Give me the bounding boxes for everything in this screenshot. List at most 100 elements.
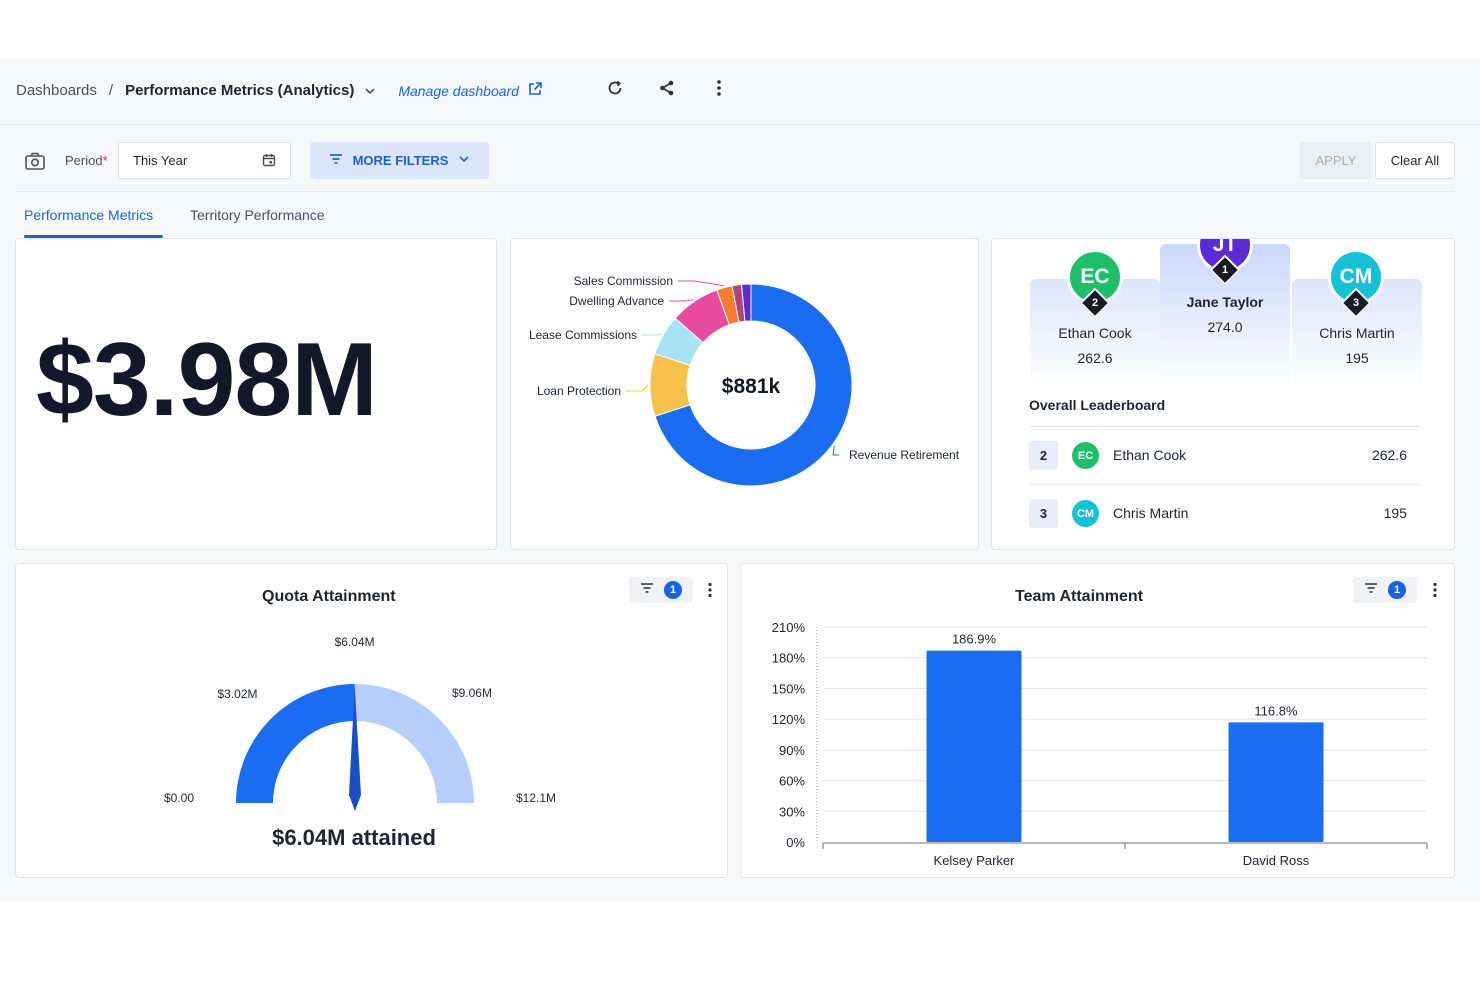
chevron-down-icon[interactable] xyxy=(364,85,376,97)
filter-count-badge: 1 xyxy=(664,581,682,599)
period-value: This Year xyxy=(133,153,188,168)
list-item[interactable]: 3 CM Chris Martin 195 xyxy=(1029,484,1421,542)
more-vertical-icon[interactable] xyxy=(704,578,716,602)
leaderboard-title: Overall Leaderboard xyxy=(1029,397,1166,413)
kpi-card: $3.98M xyxy=(15,238,497,550)
period-label-text: Period xyxy=(65,153,103,168)
podium-score: 274.0 xyxy=(1207,319,1243,335)
card-filter-button[interactable]: 1 xyxy=(1353,577,1417,603)
tab-territory-performance[interactable]: Territory Performance xyxy=(190,207,325,223)
y-tick-label: 0% xyxy=(786,835,805,850)
y-tick-label: 210% xyxy=(772,620,806,635)
bar-value-label: 186.9% xyxy=(952,632,997,647)
filter-icon xyxy=(1364,581,1378,599)
period-select[interactable]: This Year xyxy=(118,142,291,179)
gauge-filled-arc xyxy=(236,684,355,803)
rank-badge: 2 xyxy=(1029,441,1058,470)
bar-value-label: 116.8% xyxy=(1254,703,1298,718)
tab-performance-metrics[interactable]: Performance Metrics xyxy=(24,207,154,223)
rank-number: 2 xyxy=(1091,297,1099,309)
gauge-needle xyxy=(349,686,361,811)
leader-score: 262.6 xyxy=(1371,447,1407,463)
donut-center-label: $881k xyxy=(722,375,781,398)
rank-number: 1 xyxy=(1221,264,1229,276)
refresh-icon[interactable] xyxy=(604,77,626,99)
avatar: CM xyxy=(1328,249,1384,305)
y-tick-label: 120% xyxy=(772,712,806,727)
donut-slice-label: Loan Protection xyxy=(537,384,621,398)
leader-score: 195 xyxy=(1383,505,1407,521)
breadcrumb-dashboards[interactable]: Dashboards xyxy=(16,82,97,99)
team-attainment-card: Team Attainment 1 0% 30% 60% 90% 120% 150% 180… xyxy=(740,563,1455,878)
breadcrumb-separator: / xyxy=(108,82,114,99)
y-tick-label: 30% xyxy=(779,804,805,819)
manage-dashboard-label: Manage dashboard xyxy=(398,82,519,99)
x-tick-label: David Ross xyxy=(1243,853,1310,868)
gauge-tick-label: $3.02M xyxy=(217,687,257,701)
more-vertical-icon[interactable] xyxy=(708,77,730,99)
podium-name: Ethan Cook xyxy=(1058,325,1132,341)
snapshot-camera-icon[interactable] xyxy=(24,151,46,176)
donut-slice-label: Dwelling Advance xyxy=(569,294,664,308)
gauge-caption: $6.04M attained xyxy=(272,825,436,850)
team-bar-chart: 0% 30% 60% 90% 120% 150% 180% 210% 186.9% Kelsey … xyxy=(772,620,1428,868)
donut-slice[interactable] xyxy=(740,283,752,322)
more-vertical-icon[interactable] xyxy=(1429,578,1441,602)
donut-leader-line xyxy=(678,280,724,287)
y-tick-label: 90% xyxy=(779,743,805,758)
podium-name: Chris Martin xyxy=(1319,325,1395,341)
donut-leader-line xyxy=(832,445,839,456)
donut-leader-line xyxy=(626,384,649,392)
manage-dashboard-link[interactable]: Manage dashboard xyxy=(398,81,543,100)
gauge-tick-label: $9.06M xyxy=(452,686,492,700)
card-title: Team Attainment xyxy=(1015,588,1144,605)
filter-count-badge: 1 xyxy=(1388,581,1406,599)
gauge-tick-label: $0.00 xyxy=(164,791,194,805)
share-icon[interactable] xyxy=(656,77,678,99)
chevron-down-icon xyxy=(458,153,470,168)
leaderboard-card: EC 2 Ethan Cook 262.6 JT 1 Jane Taylor 2… xyxy=(991,238,1455,550)
more-filters-label: MORE FILTERS xyxy=(352,153,449,168)
dashboard-app: Dashboards / Performance Metrics (Analyt… xyxy=(0,57,1480,902)
calendar-icon xyxy=(262,153,276,170)
x-tick-label: Kelsey Parker xyxy=(934,853,1016,868)
donut-slice-label: Lease Commissions xyxy=(529,328,637,342)
donut-chart: $881k Revenue Retirement Loan Protection L… xyxy=(529,274,960,487)
top-header: Dashboards / Performance Metrics (Analyt… xyxy=(0,57,1480,125)
bar[interactable] xyxy=(1228,722,1324,842)
apply-button[interactable]: APPLY xyxy=(1299,142,1373,179)
quota-gauge: $6.04M attained $0.00 $3.02M $6.04M $9.06M $… xyxy=(164,635,556,850)
filter-icon xyxy=(640,581,654,599)
clear-all-button[interactable]: Clear All xyxy=(1375,142,1455,179)
filter-bar: Period* This Year MORE FILTERS APPLY Cle… xyxy=(16,142,1455,192)
avatar: CM xyxy=(1072,500,1099,527)
leader-name: Chris Martin xyxy=(1113,505,1189,521)
y-tick-label: 180% xyxy=(772,651,806,666)
donut-slice-label: Revenue Retirement xyxy=(849,448,960,462)
kpi-value: $3.98M xyxy=(36,322,378,438)
donut-leader-line xyxy=(669,299,694,302)
card-filter-button[interactable]: 1 xyxy=(629,577,693,603)
donut-slice[interactable] xyxy=(654,283,853,487)
gauge-remaining-arc xyxy=(354,684,474,803)
y-tick-label: 150% xyxy=(772,681,806,696)
gauge-tick-label: $12.1M xyxy=(516,791,556,805)
bar[interactable] xyxy=(926,650,1022,842)
gauge-tick-label: $6.04M xyxy=(335,635,375,649)
podium-score: 262.6 xyxy=(1077,350,1113,366)
avatar: EC xyxy=(1072,442,1099,469)
card-title: Quota Attainment xyxy=(262,588,396,605)
list-item[interactable]: 2 EC Ethan Cook 262.6 xyxy=(1029,426,1421,484)
donut-slice-label: Sales Commission xyxy=(574,274,673,288)
active-tab-indicator xyxy=(24,235,163,238)
required-mark: * xyxy=(102,153,108,168)
filter-icon xyxy=(329,153,343,168)
leader-name: Ethan Cook xyxy=(1113,447,1187,463)
more-filters-button[interactable]: MORE FILTERS xyxy=(310,142,489,179)
donut-card: $881k Revenue Retirement Loan Protection L… xyxy=(510,238,979,550)
quota-attainment-card: Quota Attainment 1 $6.04M attained $0.00… xyxy=(15,563,728,878)
rank-number: 3 xyxy=(1352,297,1360,309)
y-tick-label: 60% xyxy=(779,774,805,789)
period-label: Period* xyxy=(65,153,108,168)
podium-name: Jane Taylor xyxy=(1186,294,1264,310)
